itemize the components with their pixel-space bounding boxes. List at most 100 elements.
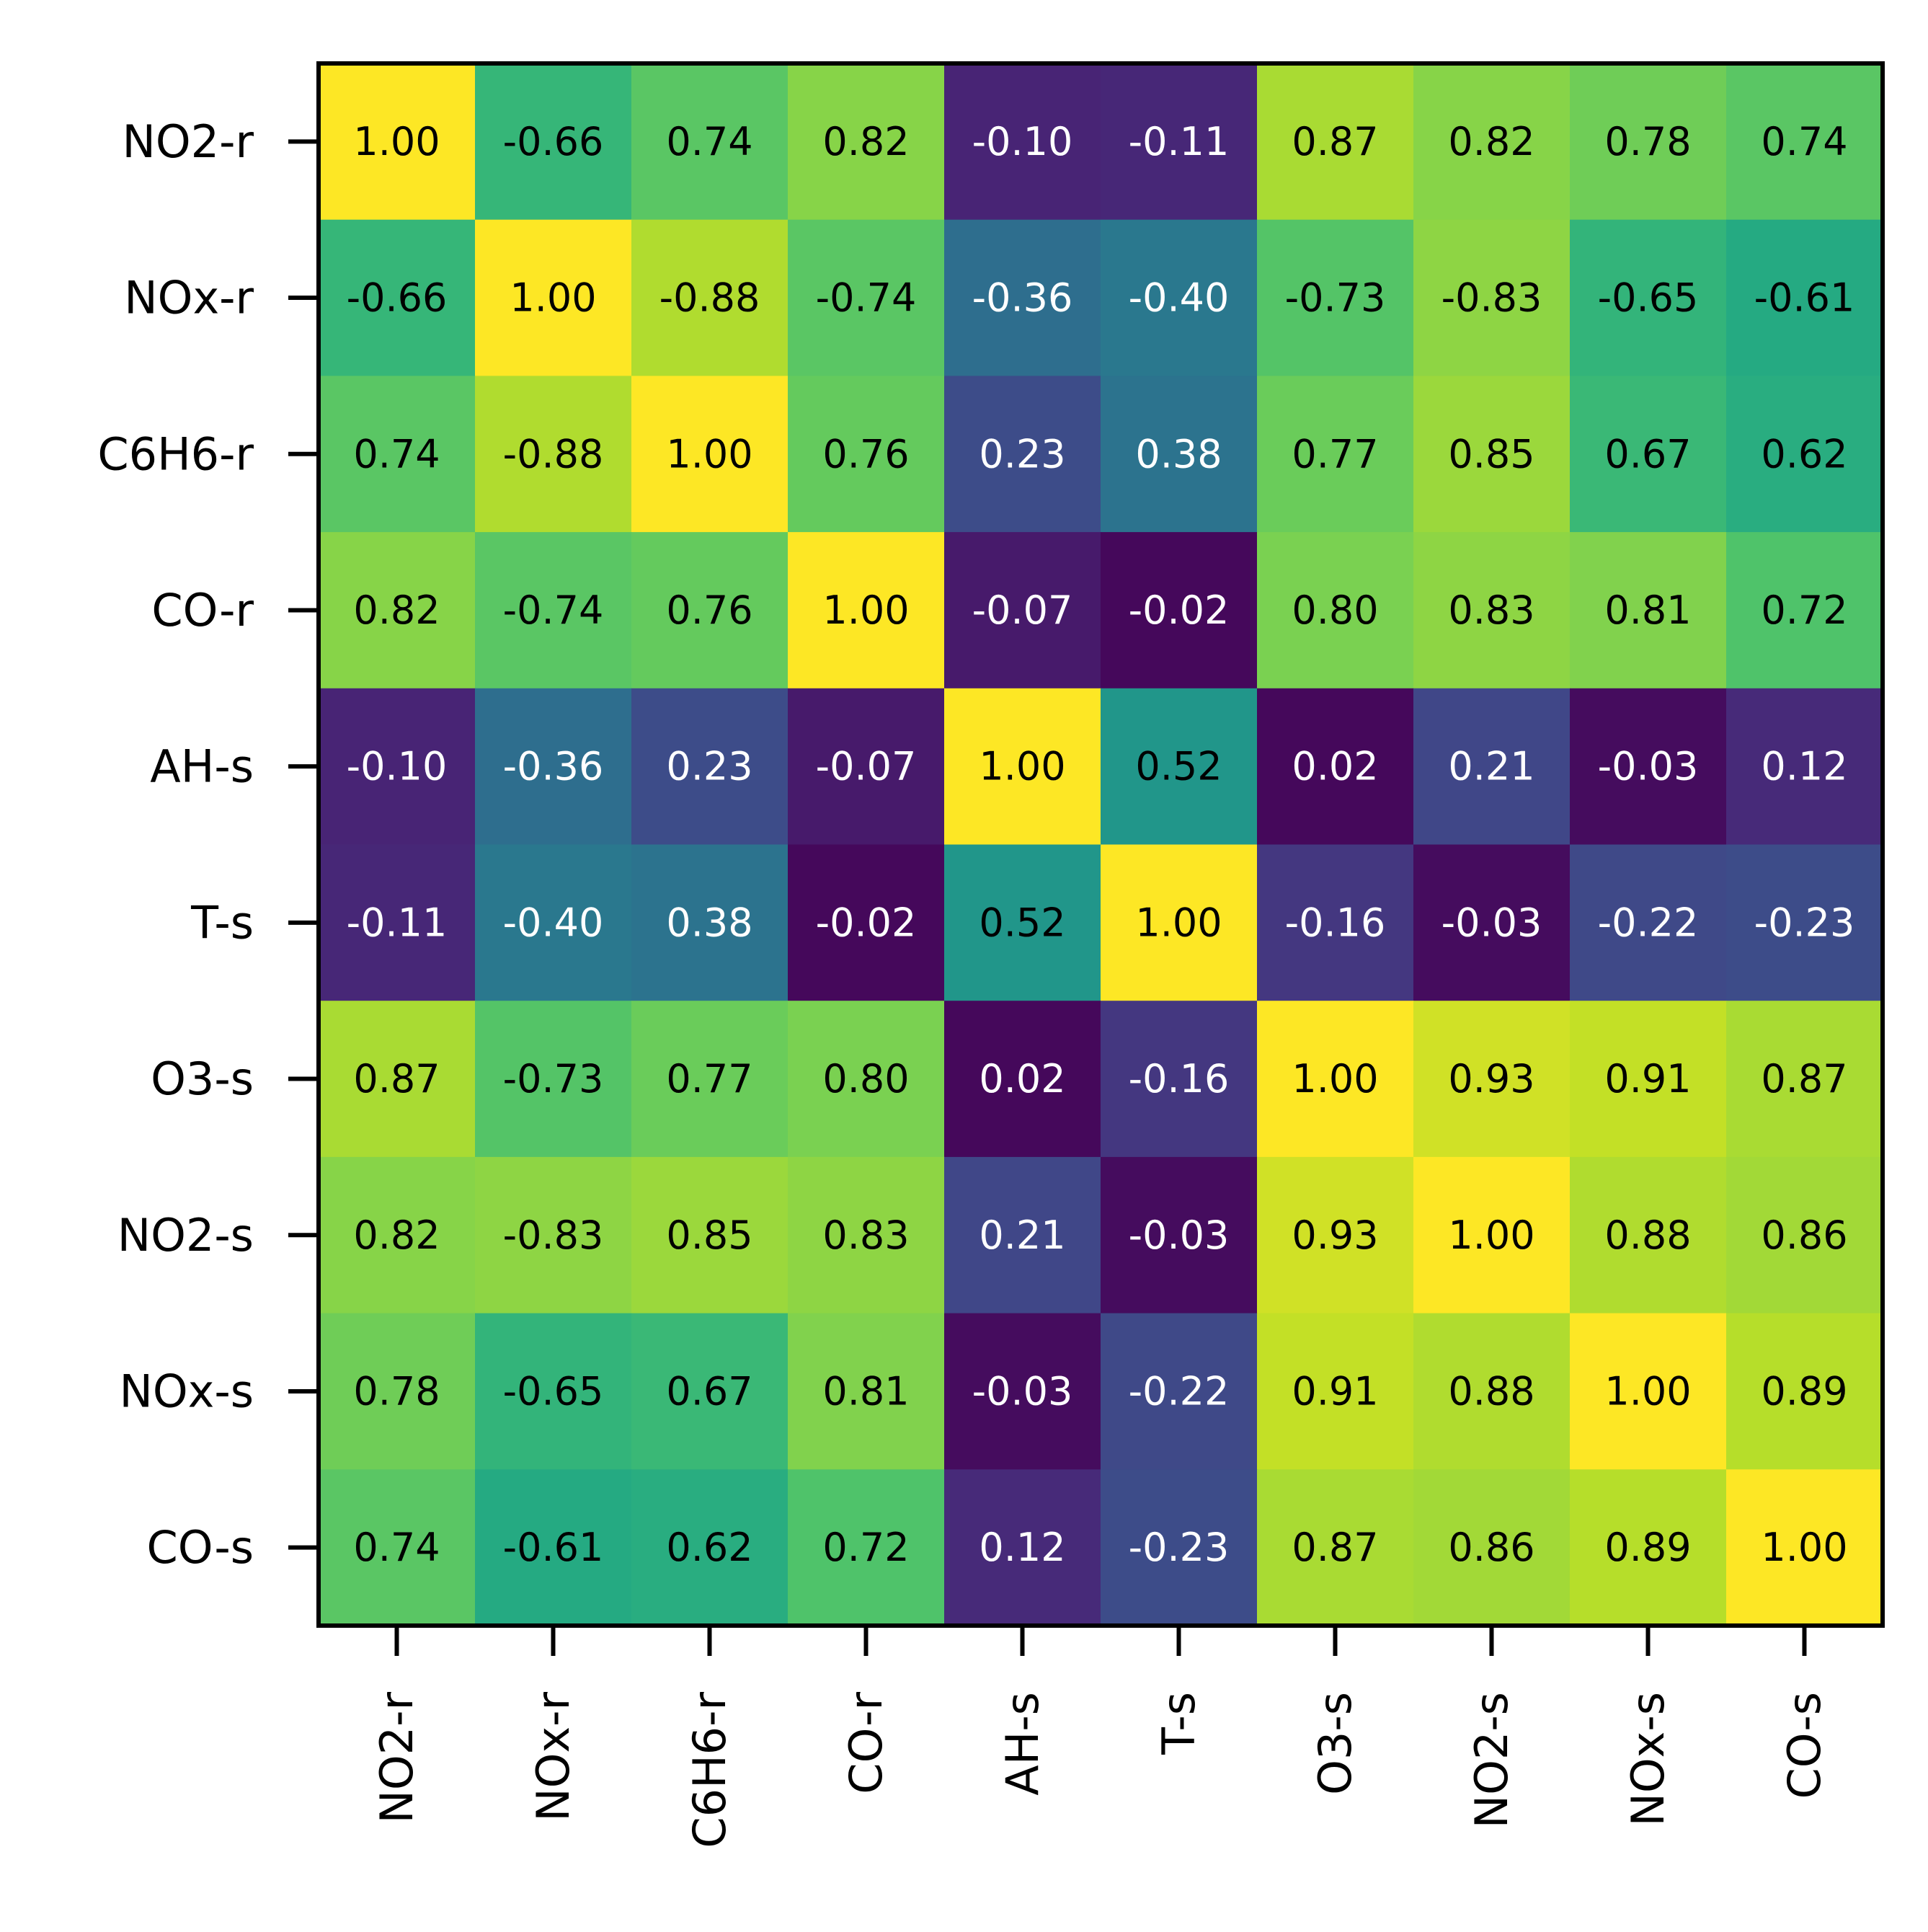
cell-value-label: 1.00 [1448,1213,1534,1258]
y-tick-label: NOx-r [124,272,254,324]
cell-value-label: 0.12 [1761,744,1847,789]
heatmap-cell-T-s-T-s [1101,844,1258,1001]
heatmap-cell-AH-s-NO2-r [319,688,476,846]
heatmap-cell-NO2-s-C6H6-r [631,1156,788,1314]
heatmap-cell-NOx-s-NO2-s [1413,1313,1571,1470]
y-tick-label: T-s [190,896,254,949]
cell-value-label: 0.76 [666,588,752,633]
cell-value-label: -0.73 [503,1056,604,1102]
cell-value-label: -0.22 [1129,1368,1230,1414]
heatmap-cell-O3-s-T-s [1101,1001,1258,1158]
y-tick-label: CO-r [151,584,254,637]
cell-value-label: 0.77 [1292,431,1378,477]
heatmap-cell-NO2-r-T-s [1101,63,1258,221]
heatmap-cell-NO2-r-O3-s [1257,63,1414,221]
heatmap-cell-AH-s-CO-r [788,688,945,846]
heatmap-cell-T-s-CO-s [1726,844,1883,1001]
heatmap-cell-CO-r-NO2-s [1413,532,1571,689]
cell-value-label: -0.36 [503,744,604,789]
heatmap-cell-AH-s-NOx-r [475,688,632,846]
heatmap-cell-T-s-NOx-s [1570,844,1727,1001]
heatmap-cell-CO-r-NO2-r [319,532,476,689]
cell-value-label: -0.02 [1129,588,1230,633]
heatmap-cell-C6H6-r-CO-s [1726,376,1883,533]
cell-value-label: 0.82 [353,1213,440,1258]
cell-value-label: 0.80 [1292,588,1378,633]
cell-value-label: 0.72 [1761,588,1847,633]
cell-value-label: -0.61 [503,1525,604,1570]
heatmap-cell-CO-s-C6H6-r [631,1469,788,1626]
heatmap-cell-T-s-O3-s [1257,844,1414,1001]
cell-value-label: 1.00 [353,119,440,164]
cell-value-label: 0.72 [822,1525,909,1570]
cell-value-label: 0.23 [666,744,752,789]
heatmap-cell-T-s-CO-r [788,844,945,1001]
cell-value-label: -0.66 [347,275,448,321]
heatmap-cell-NO2-r-NOx-s [1570,63,1727,221]
cell-value-label: 0.86 [1448,1525,1534,1570]
cell-value-label: 0.74 [666,119,752,164]
cell-value-label: 1.00 [510,275,596,321]
heatmap-cell-C6H6-r-NO2-s [1413,376,1571,533]
cell-value-label: 0.83 [822,1213,909,1258]
cell-value-label: -0.36 [972,275,1073,321]
cell-value-label: 1.00 [1761,1525,1847,1570]
x-tick-label: O3-s [1309,1692,1361,1795]
cell-value-label: -0.65 [503,1368,604,1414]
cell-value-label: -0.40 [1129,275,1230,321]
heatmap-cell-O3-s-CO-s [1726,1001,1883,1158]
x-axis-ticks: NO2-r NOx-r C6H6-r CO-r AH-s T-s O3-s NO2-s NOx-… [370,1626,1831,1848]
heatmap-cell-T-s-NO2-s [1413,844,1571,1001]
heatmap-cell-AH-s-AH-s [944,688,1101,846]
heatmap-cell-NO2-s-NO2-r [319,1156,476,1314]
heatmap-cell-T-s-C6H6-r [631,844,788,1001]
heatmap-cell-T-s-NO2-r [319,844,476,1001]
heatmap-cell-NO2-s-NO2-s [1413,1156,1571,1314]
x-tick-label: AH-s [996,1692,1049,1796]
cell-value-label: 0.82 [1448,119,1534,164]
y-axis-ticks: NO2-r NOx-r C6H6-r CO-r AH-s T-s O3-s NO2-s NOx-… [97,115,319,1574]
heatmap-cell-CO-s-O3-s [1257,1469,1414,1626]
heatmap-cell-CO-r-CO-r [788,532,945,689]
heatmap-cell-C6H6-r-NO2-r [319,376,476,533]
x-tick-label: NO2-r [370,1692,423,1824]
heatmap-cell-C6H6-r-AH-s [944,376,1101,533]
cell-value-label: -0.07 [972,588,1073,633]
y-tick-label: NO2-s [117,1209,254,1262]
cell-value-label: -0.11 [347,900,448,945]
heatmap-cell-C6H6-r-NOx-s [1570,376,1727,533]
cell-value-label: 1.00 [666,431,752,477]
cell-value-label: -0.73 [1285,275,1386,321]
heatmap-cell-NOx-s-CO-r [788,1313,945,1470]
cell-value-label: 0.12 [979,1525,1065,1570]
heatmap-cell-CO-s-NO2-r [319,1469,476,1626]
cell-value-label: 0.93 [1292,1213,1378,1258]
heatmap-cell-NOx-s-CO-s [1726,1313,1883,1470]
heatmap-cell-O3-s-O3-s [1257,1001,1414,1158]
heatmap-cell-NOx-s-T-s [1101,1313,1258,1470]
heatmap-cell-NOx-r-C6H6-r [631,219,788,376]
cell-value-label: 0.87 [1292,119,1378,164]
heatmap-cell-NO2-s-CO-r [788,1156,945,1314]
cell-value-labels: 1.00 -0.66 0.74 0.82 -0.10 -0.11 0.87 0.82 0.78 0… [347,119,1855,1570]
x-tick-label: NOx-s [1622,1692,1674,1827]
cell-value-label: 0.38 [1135,431,1222,477]
heatmap-cell-NOx-s-NOx-s [1570,1313,1727,1470]
cell-value-label: 0.02 [1292,744,1378,789]
x-tick-label: NOx-r [527,1691,579,1821]
cell-value-label: 0.88 [1604,1213,1691,1258]
heatmap-cell-CO-r-NOx-s [1570,532,1727,689]
y-tick-label: C6H6-r [97,427,254,480]
cell-value-label: -0.66 [503,119,604,164]
cell-value-label: 0.74 [353,1525,440,1570]
x-tick-label: CO-r [840,1691,892,1794]
heatmap-cell-O3-s-NO2-r [319,1001,476,1158]
cell-value-label: 0.21 [979,1213,1065,1258]
heatmap-cell-NOx-s-O3-s [1257,1313,1414,1470]
heatmap-cell-NO2-r-CO-r [788,63,945,221]
heatmap-cell-NOx-r-CO-r [788,219,945,376]
cell-value-label: -0.23 [1754,900,1855,945]
x-tick-label: C6H6-r [683,1691,736,1848]
